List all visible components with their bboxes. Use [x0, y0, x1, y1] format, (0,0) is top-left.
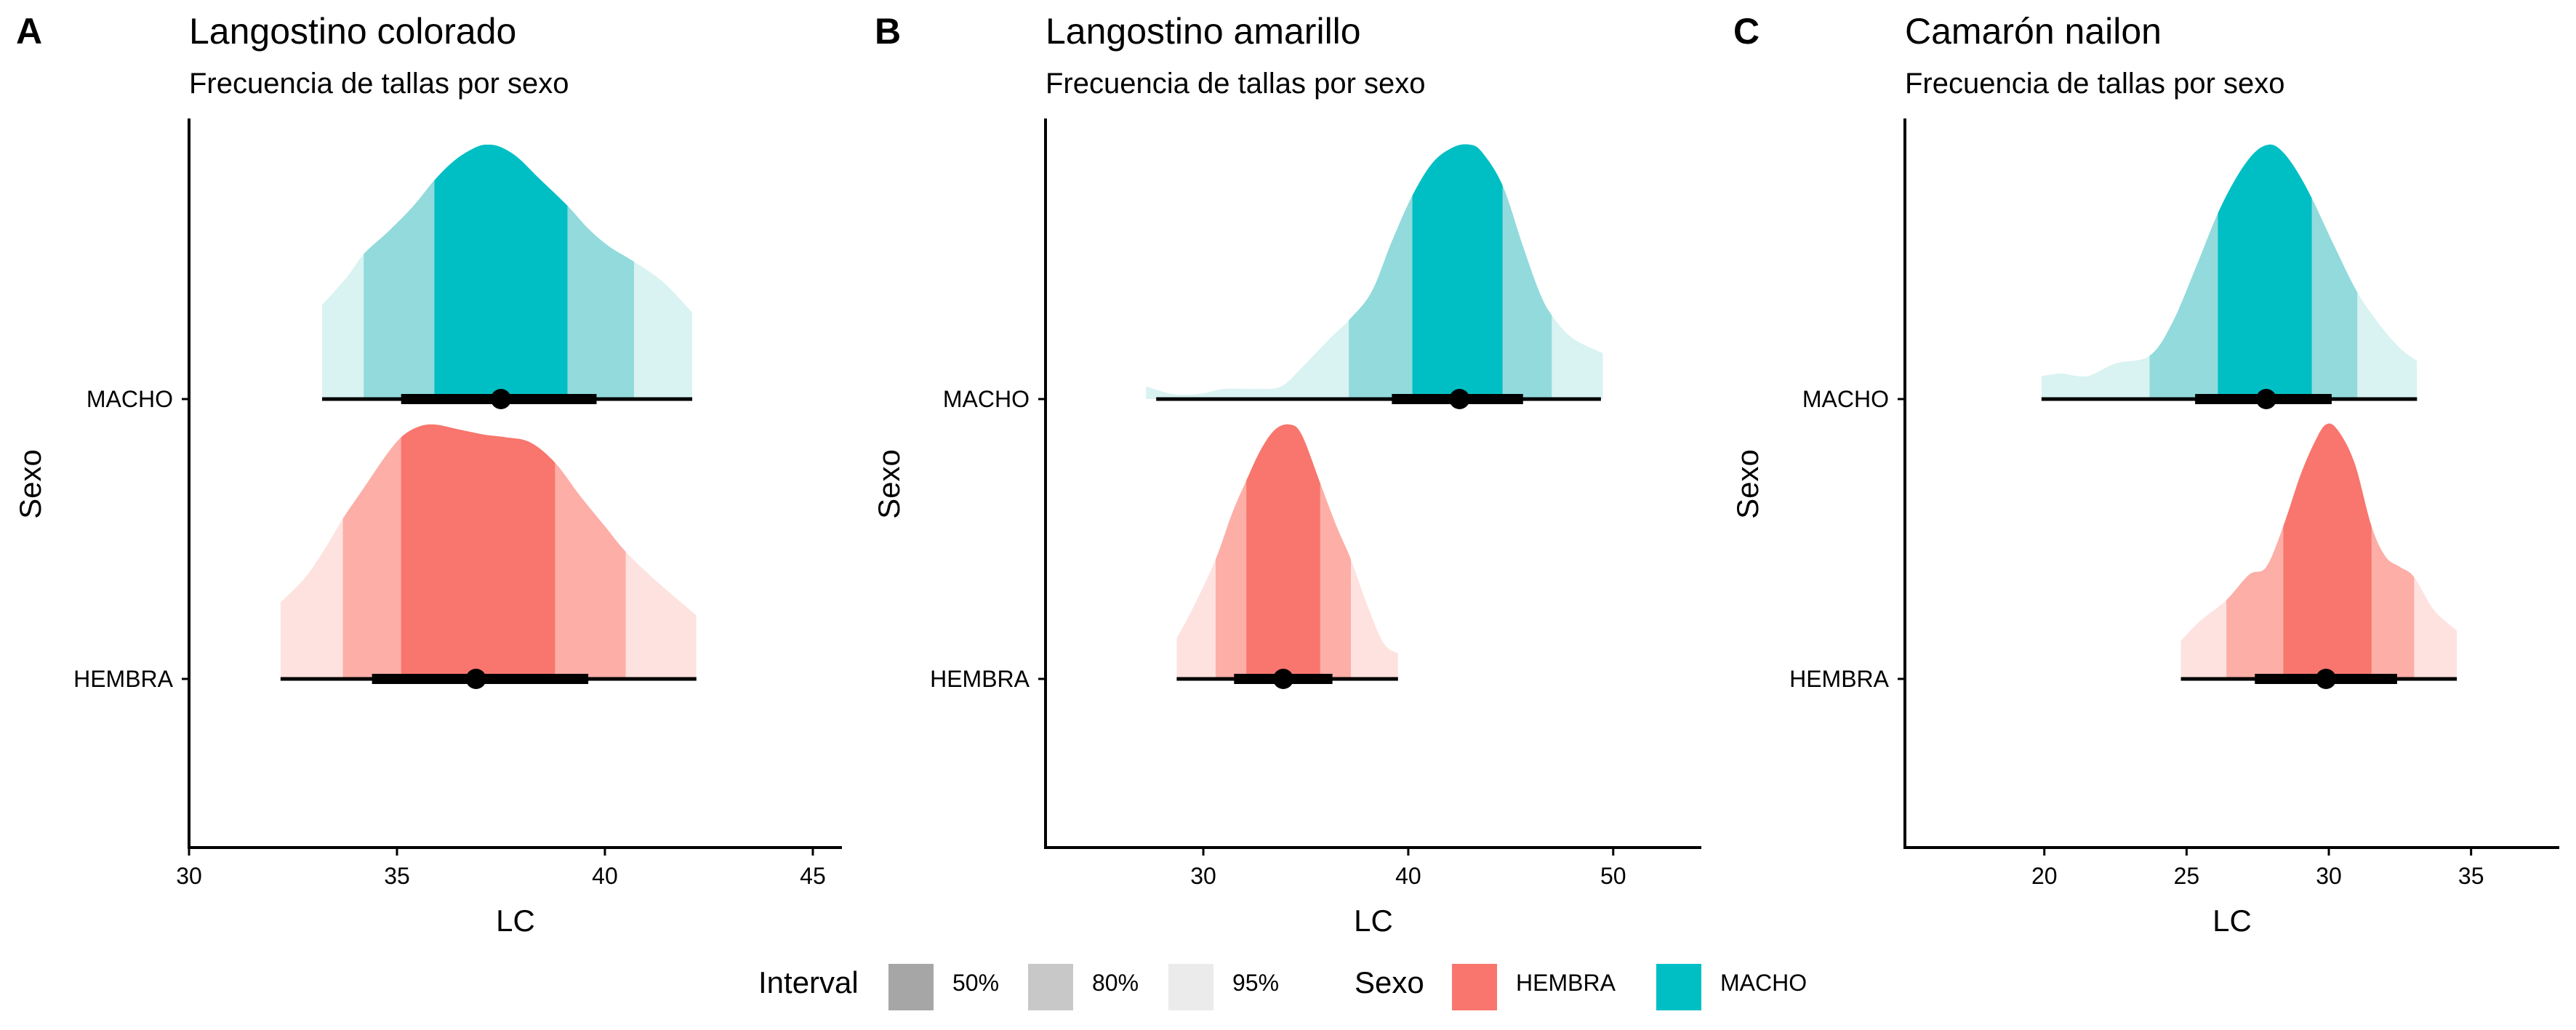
density-band-50	[401, 424, 555, 679]
legend-title-sexo: Sexo	[1355, 965, 1424, 999]
x-tick-label: 40	[1395, 863, 1421, 889]
panel-title: Langostino amarillo	[1046, 11, 1361, 52]
panel-c: C Camarón nailon Frecuencia de tallas por …	[1730, 11, 2559, 938]
legend-label: 80%	[1092, 970, 1139, 996]
panel-b: B Langostino amarillo Frecuencia de tallas…	[872, 11, 1701, 938]
panel-tag: B	[875, 11, 901, 52]
legend-label: HEMBRA	[1516, 970, 1616, 996]
legend-key-macho	[1656, 964, 1701, 1010]
y-tick-label: MACHO	[943, 386, 1030, 412]
density-band-50	[1246, 424, 1320, 679]
density-hembra	[1176, 424, 1398, 679]
point-estimate	[1272, 669, 1293, 689]
density-macho	[1146, 144, 1603, 399]
legend-key-80pct	[1028, 964, 1073, 1010]
x-tick-label: 30	[1190, 863, 1216, 889]
y-tick-label: MACHO	[87, 386, 173, 412]
x-tick-label: 40	[592, 863, 618, 889]
panel-subtitle: Frecuencia de tallas por sexo	[1046, 68, 1426, 100]
density-band-50	[2218, 144, 2312, 399]
x-tick-label: 35	[2458, 863, 2484, 889]
density-macho	[2041, 144, 2417, 399]
y-tick-label: HEMBRA	[73, 666, 174, 692]
density-band-50	[1412, 144, 1503, 399]
legend: Interval 50% 80% 95% Sexo HEMBRA MACHO	[758, 964, 1807, 1010]
legend-key-hembra	[1452, 964, 1497, 1010]
x-tick-label: 30	[176, 863, 202, 889]
panel-tag: C	[1733, 11, 1760, 52]
panel-subtitle: Frecuencia de tallas por sexo	[189, 68, 569, 100]
y-tick-label: HEMBRA	[1789, 666, 1890, 692]
x-tick-label: 50	[1600, 863, 1626, 889]
density-hembra	[280, 424, 697, 679]
point-estimate	[490, 389, 511, 409]
panel-title: Camarón nailon	[1905, 11, 2162, 52]
point-estimate	[2316, 669, 2337, 689]
x-tick-label: 25	[2174, 863, 2200, 889]
point-estimate	[465, 669, 486, 689]
panel-a: A Langostino colorado Frecuencia de tallas…	[13, 11, 842, 938]
density-band-50	[434, 145, 568, 399]
x-axis-label: LC	[1354, 904, 1393, 938]
legend-title-interval: Interval	[758, 965, 859, 999]
density-hembra	[2180, 423, 2457, 679]
legend-key-95pct	[1168, 964, 1213, 1010]
x-tick-label: 35	[384, 863, 410, 889]
legend-label: 95%	[1232, 970, 1279, 996]
x-axis-label: LC	[2212, 904, 2252, 938]
density-macho	[322, 145, 693, 399]
y-axis-label: Sexo	[13, 449, 47, 519]
legend-key-50pct	[888, 964, 934, 1010]
x-tick-label: 45	[800, 863, 826, 889]
panel-tag: A	[16, 11, 42, 52]
legend-label: MACHO	[1720, 970, 1807, 996]
point-estimate	[1449, 389, 1470, 409]
legend-label: 50%	[952, 970, 999, 996]
x-tick-label: 20	[2031, 863, 2058, 889]
y-axis-label: Sexo	[872, 449, 906, 519]
panel-title: Langostino colorado	[189, 11, 516, 52]
y-tick-label: HEMBRA	[930, 666, 1030, 692]
density-band-50	[2283, 423, 2372, 679]
x-tick-label: 30	[2316, 863, 2342, 889]
x-axis-label: LC	[496, 904, 535, 938]
panel-subtitle: Frecuencia de tallas por sexo	[1905, 68, 2285, 100]
y-tick-label: MACHO	[1802, 386, 1889, 412]
point-estimate	[2255, 389, 2276, 409]
y-axis-label: Sexo	[1730, 449, 1765, 519]
